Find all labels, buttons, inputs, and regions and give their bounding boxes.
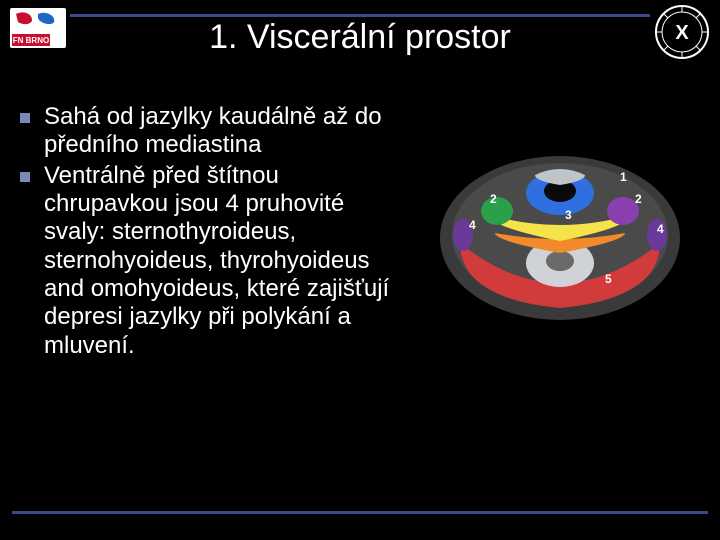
list-item: Sahá od jazylky kaudálně až do předního … bbox=[16, 103, 406, 160]
footer-rule bbox=[12, 511, 708, 514]
bullet-text: Ventrálně před štítnou chrupavkou jsou 4… bbox=[44, 162, 406, 360]
bullet-list: Sahá od jazylky kaudálně až do předního … bbox=[16, 103, 406, 362]
ct-label: 2 bbox=[635, 192, 642, 206]
ct-label: 4 bbox=[657, 222, 664, 236]
ct-label: 1 bbox=[620, 170, 627, 184]
page-title: 1. Viscerální prostor bbox=[20, 12, 700, 65]
ct-label: 5 bbox=[605, 272, 612, 286]
ct-label: 3 bbox=[565, 208, 572, 222]
ct-axial-diagram: 1 2 2 3 4 4 5 bbox=[425, 123, 695, 333]
bullet-text: Sahá od jazylky kaudálně až do předního … bbox=[44, 103, 406, 160]
logo-seal-icon: X bbox=[654, 4, 710, 60]
ct-label: 2 bbox=[490, 192, 497, 206]
logo-fn-brno: FN BRNO bbox=[10, 8, 66, 48]
svg-text:FN BRNO: FN BRNO bbox=[13, 36, 49, 45]
figure-panel: 1 2 2 3 4 4 5 bbox=[416, 103, 704, 362]
bullet-marker-icon bbox=[20, 113, 30, 123]
svg-text:X: X bbox=[675, 22, 689, 44]
content-area: Sahá od jazylky kaudálně až do předního … bbox=[0, 73, 720, 362]
ct-label: 4 bbox=[469, 218, 476, 232]
header-rule bbox=[70, 14, 650, 17]
bullet-marker-icon bbox=[20, 172, 30, 182]
list-item: Ventrálně před štítnou chrupavkou jsou 4… bbox=[16, 162, 406, 360]
